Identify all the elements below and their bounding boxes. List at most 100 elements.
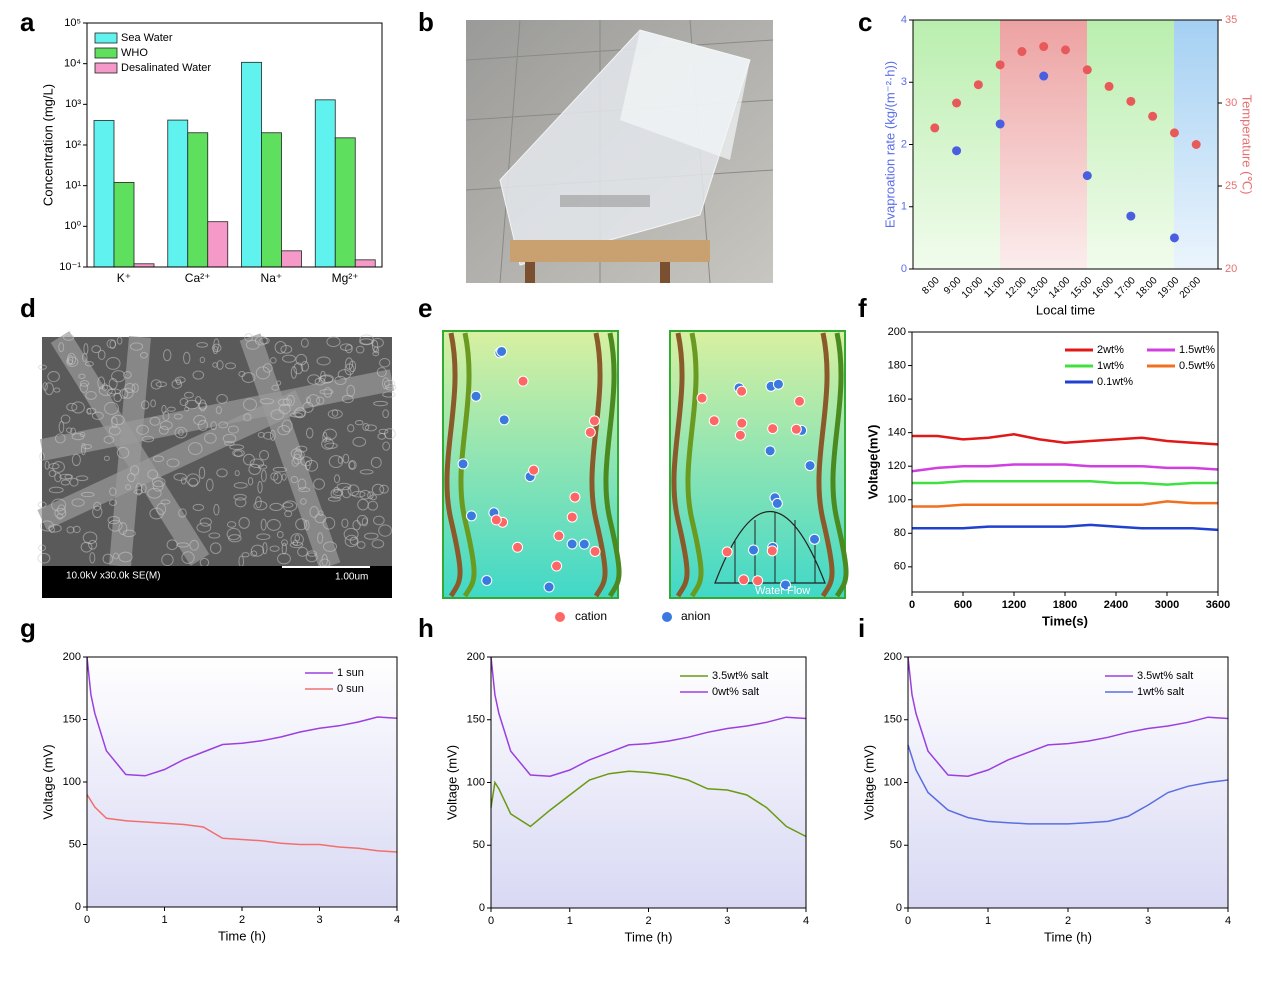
cation [794, 395, 806, 407]
cation [551, 560, 563, 572]
pore [218, 421, 229, 429]
point [1126, 96, 1136, 106]
pore [234, 470, 240, 477]
x-tick-label: Na⁺ [261, 271, 283, 285]
pore [276, 530, 284, 539]
legend-label: Sea Water [121, 32, 173, 44]
pore [111, 414, 125, 426]
pore [306, 394, 320, 407]
cation [738, 574, 750, 586]
point [1169, 128, 1179, 138]
pore [277, 552, 291, 565]
pore [300, 360, 310, 372]
pore [348, 460, 356, 470]
y-tick-label: 10⁻¹ [59, 261, 81, 273]
pore [293, 362, 304, 375]
y-tick-label: 0 [896, 902, 902, 914]
pore [322, 516, 336, 530]
x-tick-label: 1800 [1053, 599, 1077, 611]
pore [324, 442, 338, 449]
pore [227, 425, 239, 434]
pore [371, 483, 385, 496]
pore [336, 482, 352, 491]
pore [176, 542, 190, 548]
x-tick-label: 3 [724, 915, 730, 927]
pore [269, 357, 277, 364]
pore [352, 436, 367, 447]
diagram [442, 330, 849, 599]
pore [81, 352, 88, 362]
cation [696, 392, 708, 404]
cation [566, 511, 578, 523]
vine [444, 332, 463, 598]
pore [244, 333, 254, 342]
pore [199, 356, 206, 364]
y-tick-label: 120 [888, 460, 906, 472]
pore [58, 342, 65, 353]
pore [56, 513, 64, 520]
bar [167, 119, 189, 268]
pore [53, 387, 61, 393]
vine [458, 332, 477, 598]
pore [71, 453, 81, 467]
panel-letter: f [858, 293, 867, 323]
vine [685, 332, 704, 598]
pore [354, 420, 364, 426]
pore [229, 444, 245, 450]
x-tick-label: 2 [1065, 915, 1071, 927]
pore [198, 466, 206, 479]
pore [193, 414, 206, 426]
point [952, 146, 962, 156]
pore [149, 416, 161, 426]
pore [370, 456, 382, 469]
pore [155, 381, 167, 388]
pore [78, 373, 86, 379]
panel-letter: g [20, 613, 36, 643]
y-tick-label: 4 [901, 14, 907, 26]
y-tick-label: 3 [901, 76, 907, 88]
pore [97, 376, 106, 390]
bar [354, 259, 376, 268]
legend-label: 3.5wt% salt [712, 670, 768, 682]
pore [44, 382, 54, 396]
pore [37, 364, 47, 370]
pore [314, 513, 327, 524]
pore [305, 459, 319, 472]
pore [351, 490, 366, 498]
pore [161, 553, 174, 567]
y-tick-label: 160 [888, 393, 906, 405]
point [1169, 233, 1179, 243]
pore [253, 500, 268, 511]
pore [282, 502, 294, 508]
pore [256, 533, 271, 541]
cation [736, 385, 748, 397]
vine [671, 332, 690, 598]
anion [496, 345, 508, 357]
pore [108, 519, 123, 532]
x-tick-label: 0 [909, 599, 915, 611]
plot-frame [86, 656, 398, 908]
x-tick-label: 2 [239, 914, 245, 926]
pore [225, 362, 236, 370]
pore [199, 517, 212, 527]
x-tick-label: 2 [645, 915, 651, 927]
pore [307, 550, 317, 557]
pore [131, 383, 139, 393]
vine [603, 332, 622, 598]
pore [364, 424, 377, 432]
x-axis-title: Time (h) [218, 928, 266, 943]
point [1191, 140, 1201, 149]
cation [490, 514, 502, 526]
pore [112, 552, 119, 560]
pore [381, 377, 390, 390]
pore [313, 478, 325, 490]
pore [371, 539, 385, 549]
pore [290, 475, 299, 484]
pore [109, 339, 116, 349]
pore [382, 391, 396, 398]
pore [274, 340, 287, 354]
pore [166, 539, 178, 551]
cation [752, 575, 764, 587]
x-axis-title: Time (h) [625, 929, 673, 944]
anion [457, 458, 469, 470]
